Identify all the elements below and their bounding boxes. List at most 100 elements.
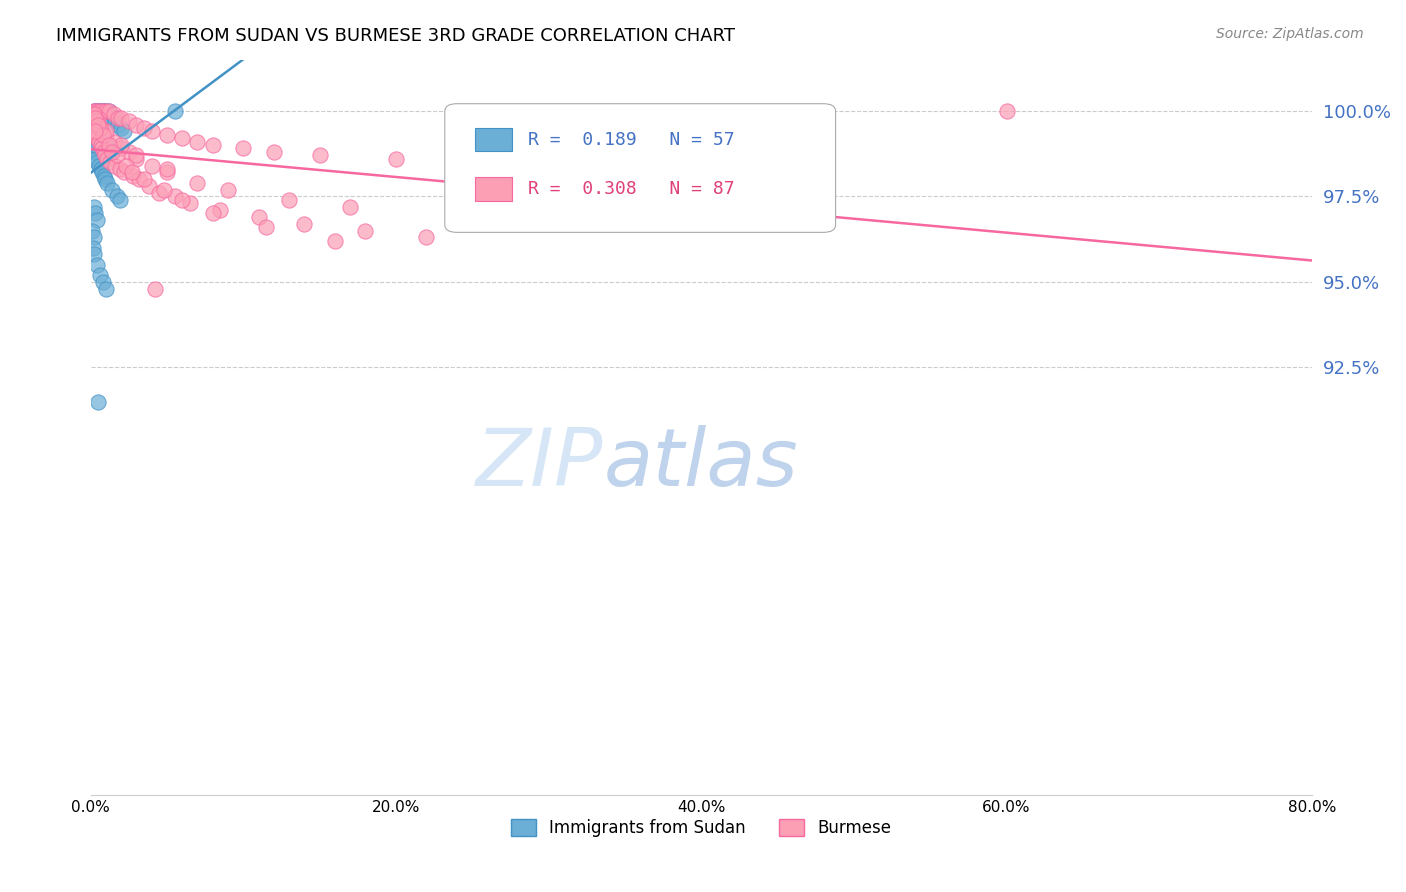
Point	[86, 114, 108, 128]
Point	[82, 118, 104, 132]
Point	[415, 230, 437, 244]
Point	[141, 124, 163, 138]
Point	[84, 124, 107, 138]
Point	[82, 138, 104, 153]
Point	[143, 282, 166, 296]
Point	[323, 234, 346, 248]
Point	[83, 230, 105, 244]
Point	[118, 145, 141, 159]
Point	[201, 138, 224, 153]
Point	[87, 103, 110, 118]
Point	[90, 138, 112, 153]
Point	[82, 120, 104, 135]
Point	[104, 159, 127, 173]
Point	[84, 138, 107, 153]
Point	[100, 155, 122, 169]
Point	[110, 111, 132, 125]
Point	[94, 124, 117, 138]
Point	[232, 141, 254, 155]
Point	[125, 148, 148, 162]
Point	[87, 118, 110, 132]
Point	[87, 128, 110, 142]
Point	[83, 124, 105, 138]
Point	[97, 138, 120, 153]
Point	[153, 182, 176, 196]
Point	[308, 148, 330, 162]
Point	[114, 159, 136, 173]
Point	[86, 131, 108, 145]
Point	[179, 196, 201, 211]
Point	[83, 145, 105, 159]
Point	[105, 148, 128, 162]
Point	[107, 111, 129, 125]
Point	[84, 111, 107, 125]
Point	[87, 394, 110, 409]
Point	[103, 135, 125, 149]
Point	[263, 145, 285, 159]
Point	[132, 172, 155, 186]
Point	[87, 103, 110, 118]
Point	[254, 220, 277, 235]
Point	[247, 210, 270, 224]
Text: ZIP: ZIP	[477, 425, 603, 503]
Point	[86, 103, 108, 118]
Point	[82, 223, 104, 237]
Point	[125, 118, 148, 132]
Point	[82, 131, 104, 145]
Point	[84, 128, 107, 142]
Point	[172, 131, 194, 145]
FancyBboxPatch shape	[475, 178, 512, 201]
Point	[96, 176, 118, 190]
Point	[94, 282, 117, 296]
Point	[100, 111, 122, 125]
Point	[83, 111, 105, 125]
Point	[86, 213, 108, 227]
Point	[101, 182, 124, 196]
Point	[89, 268, 111, 282]
Text: R =  0.308   N = 87: R = 0.308 N = 87	[527, 180, 734, 198]
Point	[132, 120, 155, 135]
Point	[83, 118, 105, 132]
Point	[93, 103, 115, 118]
Point	[83, 128, 105, 142]
Point	[995, 103, 1018, 118]
Point	[112, 124, 135, 138]
Point	[292, 217, 315, 231]
Point	[84, 206, 107, 220]
Point	[86, 155, 108, 169]
Text: atlas: atlas	[603, 425, 799, 503]
Point	[91, 165, 114, 179]
Point	[90, 103, 112, 118]
Point	[156, 161, 179, 176]
Point	[108, 161, 131, 176]
Point	[94, 148, 117, 162]
Point	[209, 202, 232, 217]
Point	[148, 186, 170, 200]
Point	[86, 131, 108, 145]
Point	[104, 114, 127, 128]
Point	[84, 124, 107, 138]
Point	[97, 103, 120, 118]
Point	[83, 107, 105, 121]
Text: IMMIGRANTS FROM SUDAN VS BURMESE 3RD GRADE CORRELATION CHART: IMMIGRANTS FROM SUDAN VS BURMESE 3RD GRA…	[56, 27, 735, 45]
Text: R =  0.189   N = 57: R = 0.189 N = 57	[527, 131, 734, 149]
Point	[108, 193, 131, 207]
Point	[89, 120, 111, 135]
Point	[110, 141, 132, 155]
Point	[91, 103, 114, 118]
Point	[122, 169, 145, 183]
Point	[87, 111, 110, 125]
Point	[91, 141, 114, 155]
Point	[186, 135, 208, 149]
Point	[90, 120, 112, 135]
Point	[138, 179, 160, 194]
Point	[87, 159, 110, 173]
FancyBboxPatch shape	[444, 103, 835, 232]
Point	[354, 223, 377, 237]
Point	[91, 275, 114, 289]
Point	[118, 114, 141, 128]
Point	[94, 128, 117, 142]
Point	[83, 103, 105, 118]
Point	[128, 172, 150, 186]
Text: Source: ZipAtlas.com: Source: ZipAtlas.com	[1216, 27, 1364, 41]
